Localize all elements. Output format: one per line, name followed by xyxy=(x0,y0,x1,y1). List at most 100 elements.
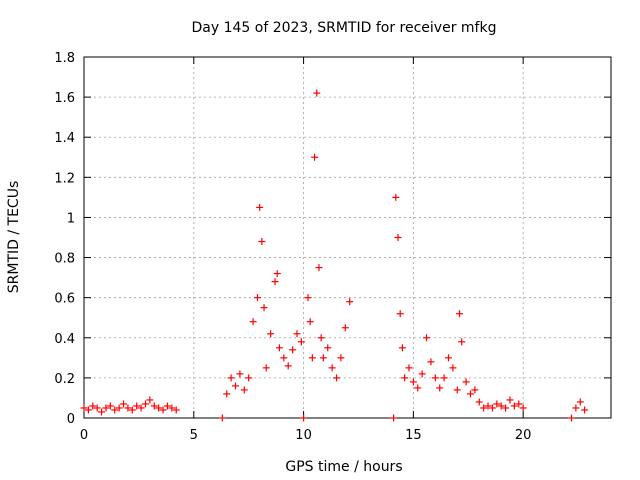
data-point xyxy=(172,406,180,414)
x-tick-label: 20 xyxy=(515,428,532,443)
data-point xyxy=(262,364,270,372)
data-point xyxy=(497,402,505,410)
data-point xyxy=(581,406,589,414)
y-tick-label: 1 xyxy=(67,211,75,226)
y-tick-label: 1.4 xyxy=(54,131,75,146)
data-point xyxy=(106,402,114,410)
data-point xyxy=(445,354,453,362)
y-tick-label: 1.6 xyxy=(54,91,75,106)
data-point xyxy=(392,193,400,201)
data-point xyxy=(245,374,253,382)
ticks: 0 5 10 15 20 0 0.2 0.4 0.6 0.8 1 1.2 1.4 1.6 1.8 xyxy=(54,51,611,443)
grid xyxy=(84,57,611,418)
data-point xyxy=(341,324,349,332)
y-tick-label: 0.4 xyxy=(54,332,75,347)
data-point xyxy=(506,396,514,404)
data-point xyxy=(249,318,257,326)
data-point xyxy=(218,414,226,422)
data-point xyxy=(115,404,123,412)
data-point xyxy=(567,414,575,422)
data-point xyxy=(273,270,281,278)
data-point xyxy=(313,89,321,97)
data-point xyxy=(304,294,312,302)
data-point xyxy=(315,264,323,272)
data-point xyxy=(300,414,308,422)
data-point xyxy=(458,338,466,346)
y-axis-label: SRMTID / TECUs xyxy=(6,181,22,294)
data-point xyxy=(484,402,492,410)
data-point xyxy=(89,402,97,410)
data-point xyxy=(159,406,167,414)
data-point xyxy=(267,330,275,338)
data-point xyxy=(256,203,264,211)
data-point xyxy=(515,400,523,408)
plot-frame xyxy=(83,56,612,419)
y-tick-label: 1.2 xyxy=(54,171,75,186)
data-point xyxy=(168,404,176,412)
x-axis-label: GPS time / hours xyxy=(285,459,402,475)
data-point xyxy=(280,354,288,362)
data-point xyxy=(293,330,301,338)
data-point xyxy=(260,304,268,312)
data-point xyxy=(455,310,463,318)
chart-title: Day 145 of 2023, SRMTID for receiver mfk… xyxy=(192,20,497,36)
data-point xyxy=(440,374,448,382)
data-point xyxy=(324,344,332,352)
data-point xyxy=(409,378,417,386)
data-point xyxy=(414,384,422,392)
data-point xyxy=(93,404,101,412)
data-point xyxy=(297,338,305,346)
data-point xyxy=(163,402,171,410)
data-point xyxy=(319,354,327,362)
data-point xyxy=(311,153,319,161)
data-point xyxy=(137,404,145,412)
x-tick-label: 15 xyxy=(405,428,422,443)
data-point xyxy=(396,310,404,318)
y-tick-label: 0.2 xyxy=(54,372,75,387)
y-tick-label: 0 xyxy=(67,412,75,427)
y-tick-label: 0.6 xyxy=(54,292,75,307)
data-point xyxy=(317,334,325,342)
data-point xyxy=(102,404,110,412)
data-point xyxy=(80,404,88,412)
y-tick-label: 0.8 xyxy=(54,252,75,267)
data-point xyxy=(418,370,426,378)
data-point xyxy=(423,334,431,342)
data-point xyxy=(471,386,479,394)
data-point xyxy=(308,354,316,362)
data-point xyxy=(124,404,132,412)
data-point xyxy=(271,278,279,286)
data-point xyxy=(493,400,501,408)
data-points xyxy=(80,89,589,422)
data-point xyxy=(480,404,488,412)
data-point xyxy=(328,364,336,372)
data-point xyxy=(306,318,314,326)
data-point xyxy=(390,414,398,422)
x-tick-label: 10 xyxy=(295,428,312,443)
data-point xyxy=(431,374,439,382)
x-tick-label: 5 xyxy=(190,428,198,443)
data-point xyxy=(401,374,409,382)
data-point xyxy=(141,400,149,408)
data-point xyxy=(98,408,106,416)
data-point xyxy=(346,298,354,306)
data-point xyxy=(128,406,136,414)
y-tick-label: 1.8 xyxy=(54,51,75,66)
data-point xyxy=(337,354,345,362)
data-point xyxy=(519,404,527,412)
data-point xyxy=(155,404,163,412)
data-point xyxy=(146,396,154,404)
data-point xyxy=(289,346,297,354)
data-point xyxy=(232,382,240,390)
x-tick-label: 0 xyxy=(80,428,88,443)
data-point xyxy=(120,400,128,408)
data-point xyxy=(253,294,261,302)
data-point xyxy=(150,402,158,410)
data-point xyxy=(427,358,435,366)
data-point xyxy=(462,378,470,386)
data-point xyxy=(488,404,496,412)
data-point xyxy=(84,406,92,414)
data-point xyxy=(405,364,413,372)
